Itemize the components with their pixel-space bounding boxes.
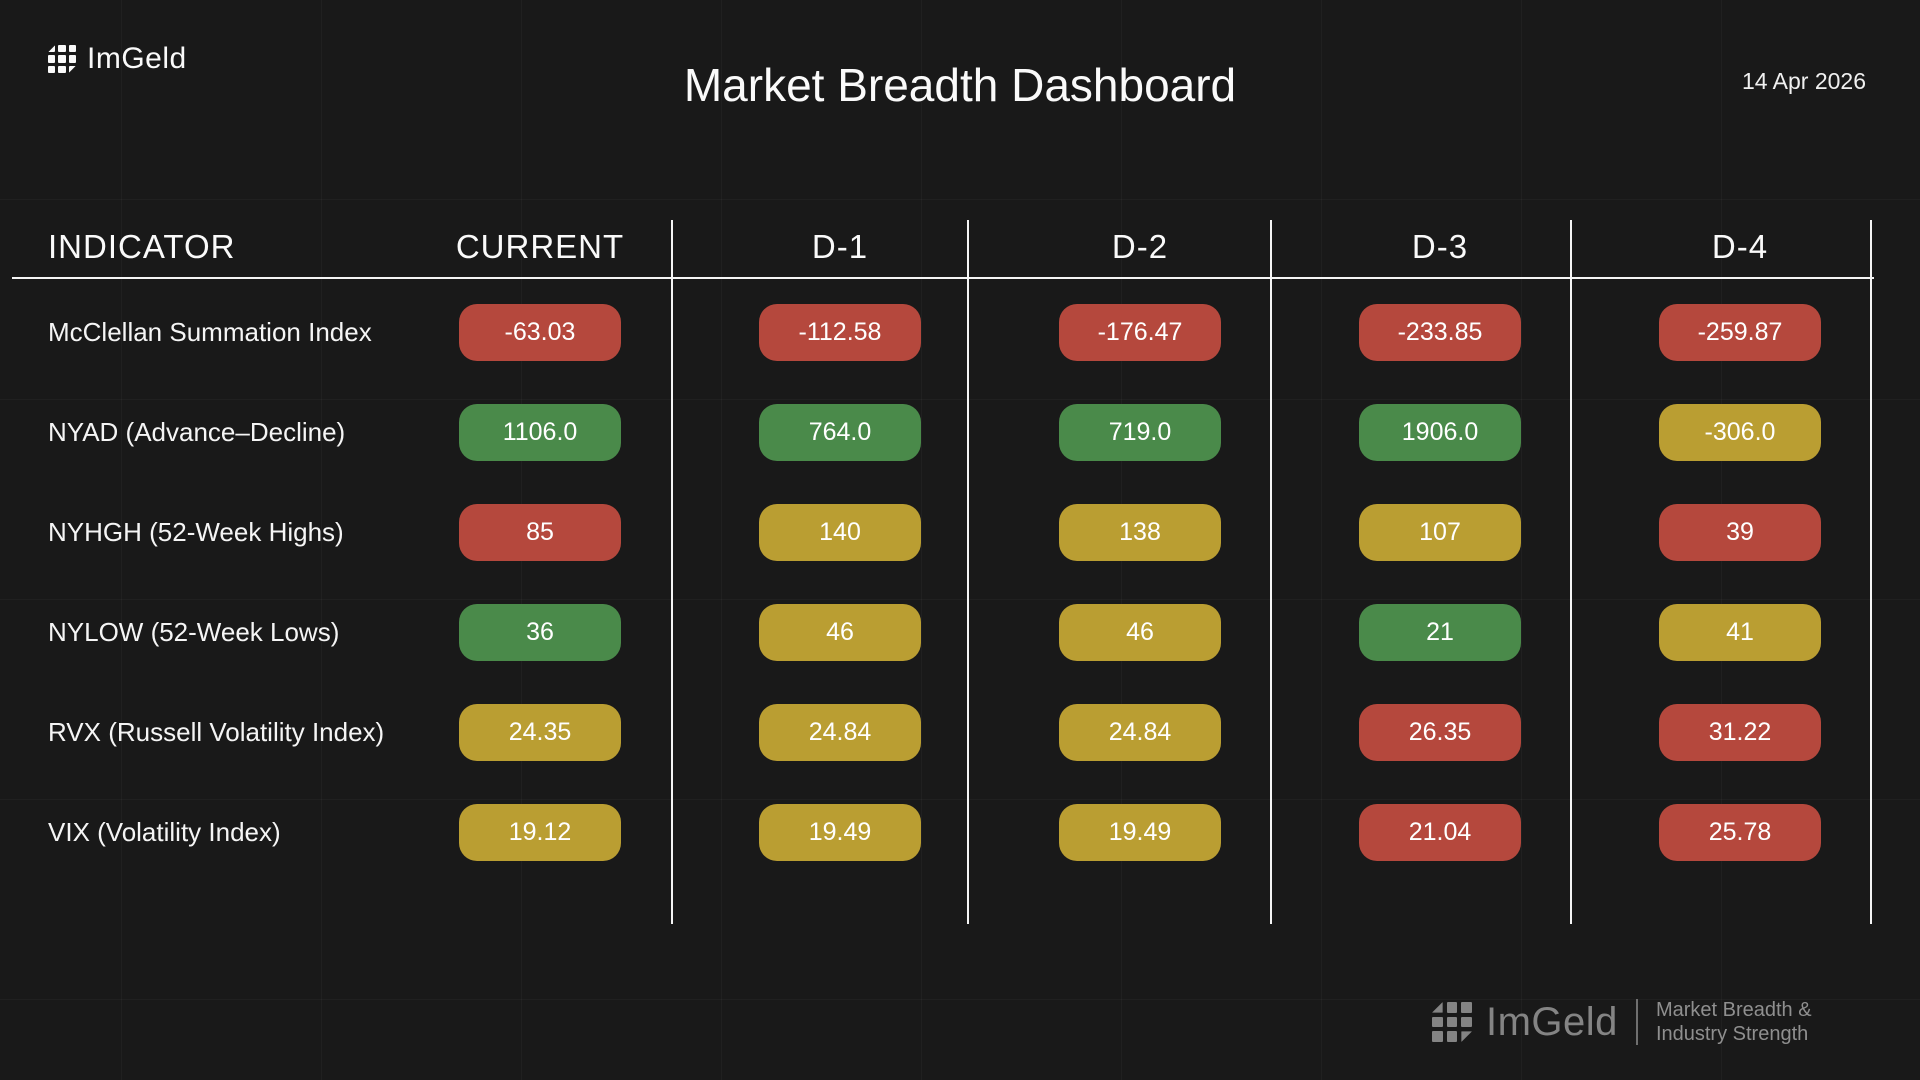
indicator-label: NYLOW (52-Week Lows) [48, 617, 340, 647]
value-pill: -112.58 [759, 304, 921, 361]
column-header-d1: D-1 [811, 228, 869, 265]
grid-logo-icon [1432, 1002, 1472, 1042]
column-separator [1870, 220, 1872, 924]
header-underline [12, 277, 1874, 279]
footer-tagline: Market Breadth & Industry Strength [1656, 998, 1812, 1046]
value-pill: -63.03 [459, 304, 621, 361]
indicator-label: NYAD (Advance–Decline) [48, 417, 346, 447]
column-header-current: CURRENT [455, 228, 625, 265]
value-pill: 46 [759, 604, 921, 661]
report-date: 14 Apr 2026 [1741, 68, 1866, 94]
grid-logo-icon [48, 45, 76, 73]
value-pill: 24.84 [759, 704, 921, 761]
value-pill: 140 [759, 504, 921, 561]
value-pill: 39 [1659, 504, 1821, 561]
value-pill: 1106.0 [459, 404, 621, 461]
value-pill: 21.04 [1359, 804, 1521, 861]
column-header-d2: D-2 [1111, 228, 1169, 265]
column-header-d3: D-3 [1411, 228, 1469, 265]
value-pill: 107 [1359, 504, 1521, 561]
value-pill: 85 [459, 504, 621, 561]
value-pill: 41 [1659, 604, 1821, 661]
table-row: NYAD (Advance–Decline) 1106.0 764.0 719.… [0, 404, 1920, 461]
value-pill: -306.0 [1659, 404, 1821, 461]
value-pill: 26.35 [1359, 704, 1521, 761]
page-title: Market Breadth Dashboard [683, 59, 1237, 111]
footer-tagline-line1: Market Breadth & [1655, 999, 1812, 1021]
footer-tagline-line2: Industry Strength [1655, 1023, 1809, 1045]
brand-logo: ImGeld [48, 42, 187, 76]
value-pill: 25.78 [1659, 804, 1821, 861]
value-pill: 138 [1059, 504, 1221, 561]
table-row: VIX (Volatility Index) 19.12 19.49 19.49… [0, 804, 1920, 861]
table-row: NYHGH (52-Week Highs) 85 140 138 107 39 [0, 504, 1920, 561]
footer-brand-name: ImGeld [1486, 999, 1618, 1044]
value-pill: 31.22 [1659, 704, 1821, 761]
value-pill: -259.87 [1659, 304, 1821, 361]
value-pill: 1906.0 [1359, 404, 1521, 461]
value-pill: 19.12 [459, 804, 621, 861]
brand-name: ImGeld [87, 42, 187, 75]
value-pill: 19.49 [759, 804, 921, 861]
table-row: RVX (Russell Volatility Index) 24.35 24.… [0, 704, 1920, 761]
value-pill: 24.84 [1059, 704, 1221, 761]
footer-divider [1635, 999, 1638, 1045]
value-pill: -176.47 [1059, 304, 1221, 361]
value-pill: 764.0 [759, 404, 921, 461]
indicator-label: NYHGH (52-Week Highs) [48, 517, 344, 547]
column-header-indicator: INDICATOR [48, 228, 236, 265]
value-pill: 24.35 [459, 704, 621, 761]
footer-brand: ImGeld Market Breadth & Industry Strengt… [1432, 998, 1812, 1046]
value-pill: 36 [459, 604, 621, 661]
value-pill: 21 [1359, 604, 1521, 661]
column-header-d4: D-4 [1711, 228, 1769, 265]
column-separator [967, 220, 969, 924]
indicator-label: RVX (Russell Volatility Index) [48, 717, 385, 747]
table-row: McClellan Summation Index -63.03 -112.58… [0, 304, 1920, 361]
indicator-label: VIX (Volatility Index) [48, 817, 281, 847]
column-separator [1270, 220, 1272, 924]
table-row: NYLOW (52-Week Lows) 36 46 46 21 41 [0, 604, 1920, 661]
column-separator [1570, 220, 1572, 924]
value-pill: 46 [1059, 604, 1221, 661]
value-pill: 719.0 [1059, 404, 1221, 461]
value-pill: 19.49 [1059, 804, 1221, 861]
value-pill: -233.85 [1359, 304, 1521, 361]
indicator-label: McClellan Summation Index [48, 317, 372, 347]
column-separator [671, 220, 673, 924]
